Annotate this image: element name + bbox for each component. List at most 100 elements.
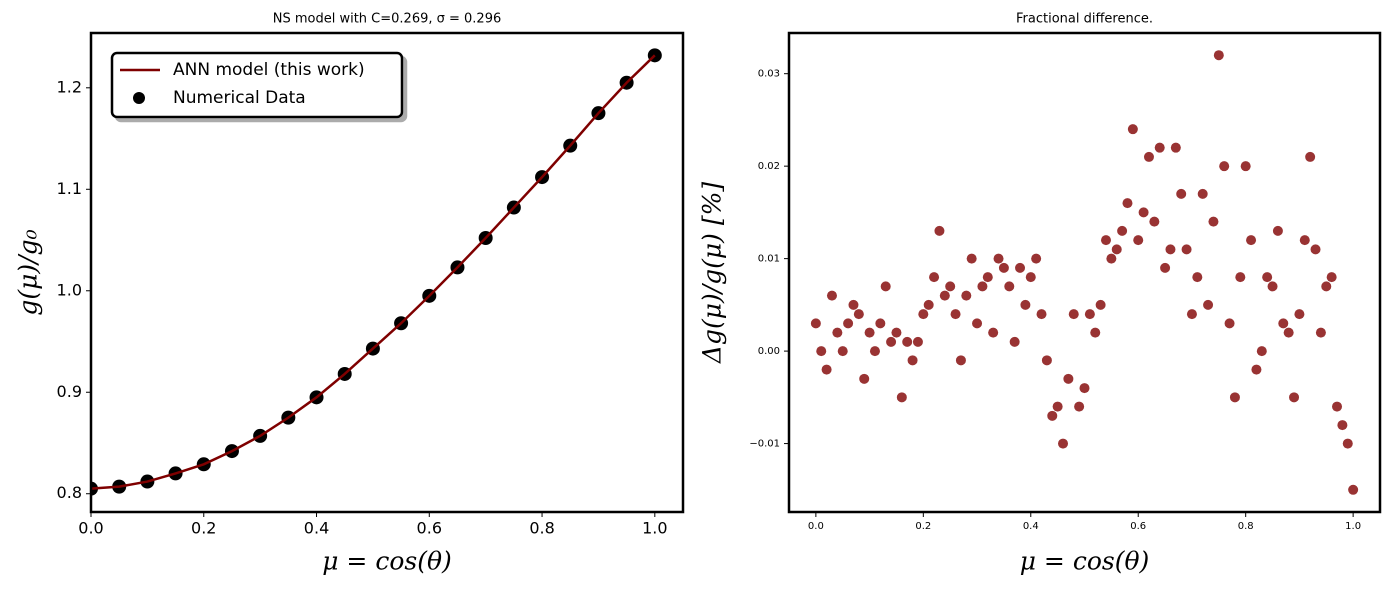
x-tick-label: 0.0	[808, 521, 824, 532]
data-point	[843, 318, 854, 329]
data-point	[1025, 272, 1036, 283]
legend-label: Numerical Data	[173, 88, 306, 108]
axes-frame	[787, 31, 1382, 514]
data-point	[934, 225, 945, 236]
data-point	[1326, 272, 1337, 283]
x-tick-label: 0.2	[191, 519, 216, 538]
y-tick-label: 0.03	[758, 69, 780, 80]
data-point	[955, 355, 966, 366]
data-point	[1208, 216, 1219, 227]
data-point	[1020, 299, 1031, 310]
data-point	[998, 262, 1009, 273]
data-point	[1305, 151, 1316, 162]
data-point	[1267, 281, 1278, 292]
data-point	[1235, 272, 1246, 283]
data-point	[1229, 392, 1240, 403]
data-point	[1009, 336, 1020, 347]
plot-area	[91, 48, 662, 496]
data-point	[1041, 355, 1052, 366]
data-point	[1332, 401, 1343, 412]
data-point	[950, 309, 961, 320]
chart-title: NS model with C=0.269, σ = 0.296	[273, 12, 502, 27]
data-point	[1074, 401, 1085, 412]
data-point	[1117, 225, 1128, 236]
data-point	[923, 299, 934, 310]
data-point	[961, 290, 972, 301]
x-tick-label: 0.8	[1238, 521, 1254, 532]
data-point	[1133, 235, 1144, 246]
x-axis-label: μ = cos(θ)	[1020, 547, 1150, 576]
data-point	[1165, 244, 1176, 255]
data-point	[939, 290, 950, 301]
data-point	[1068, 309, 1079, 320]
data-point	[918, 309, 929, 320]
x-tick-label: 0.6	[417, 519, 442, 538]
data-point	[966, 253, 977, 264]
x-tick-label: 0.6	[1130, 521, 1146, 532]
y-axis-label: Δg(μ)/g(μ) [%]	[698, 182, 727, 364]
data-point	[1149, 216, 1160, 227]
data-point	[837, 346, 848, 357]
data-point	[1160, 262, 1171, 273]
x-tick-label: 0.8	[529, 519, 554, 538]
data-point	[1122, 198, 1133, 209]
y-tick-label: 0.00	[758, 346, 780, 357]
data-point	[1289, 392, 1300, 403]
y-tick-label: 1.2	[57, 77, 82, 96]
data-point	[1342, 438, 1353, 449]
x-axis-label: μ = cos(θ)	[322, 547, 452, 576]
axes-frame	[89, 31, 685, 514]
data-point	[1337, 420, 1348, 431]
data-point	[1127, 124, 1138, 135]
data-point	[1047, 410, 1058, 421]
data-point	[1240, 161, 1251, 172]
data-point	[880, 281, 891, 292]
data-point	[1052, 401, 1063, 412]
data-point	[1310, 244, 1321, 255]
data-point	[907, 355, 918, 366]
x-tick-label: 1.0	[642, 519, 667, 538]
data-point	[886, 336, 897, 347]
data-point	[810, 318, 821, 329]
data-point	[1031, 253, 1042, 264]
data-point	[1063, 373, 1074, 384]
x-tick-label: 0.4	[304, 519, 329, 538]
x-tick-label: 0.0	[78, 519, 103, 538]
x-tick-label: 0.4	[1023, 521, 1039, 532]
plot-area	[810, 50, 1359, 495]
y-tick-label: 1.0	[57, 280, 82, 299]
data-point	[1299, 235, 1310, 246]
data-point	[929, 272, 940, 283]
data-point	[1272, 225, 1283, 236]
data-point	[1154, 142, 1165, 153]
data-point	[1015, 262, 1026, 273]
data-point	[821, 364, 832, 375]
data-point	[1084, 309, 1095, 320]
data-point	[945, 281, 956, 292]
data-point	[864, 327, 875, 338]
y-tick-label: 0.01	[758, 254, 780, 265]
y-tick-label: −0.01	[749, 439, 780, 450]
data-point	[1283, 327, 1294, 338]
data-point	[1348, 484, 1359, 495]
data-point	[1095, 299, 1106, 310]
data-point	[1079, 383, 1090, 394]
data-point	[875, 318, 886, 329]
data-point	[1181, 244, 1192, 255]
data-point	[1219, 161, 1230, 172]
data-point	[1036, 309, 1047, 320]
data-point	[1321, 281, 1332, 292]
data-point	[816, 346, 827, 357]
data-point	[891, 327, 902, 338]
data-point	[869, 346, 880, 357]
y-tick-label: 0.8	[57, 483, 82, 502]
data-point	[902, 336, 913, 347]
chart-title: Fractional difference.	[1016, 12, 1153, 27]
legend-box	[110, 51, 404, 119]
data-point	[1058, 438, 1069, 449]
legend-marker	[133, 92, 145, 104]
data-point	[977, 281, 988, 292]
data-point	[826, 290, 837, 301]
data-point	[1315, 327, 1326, 338]
